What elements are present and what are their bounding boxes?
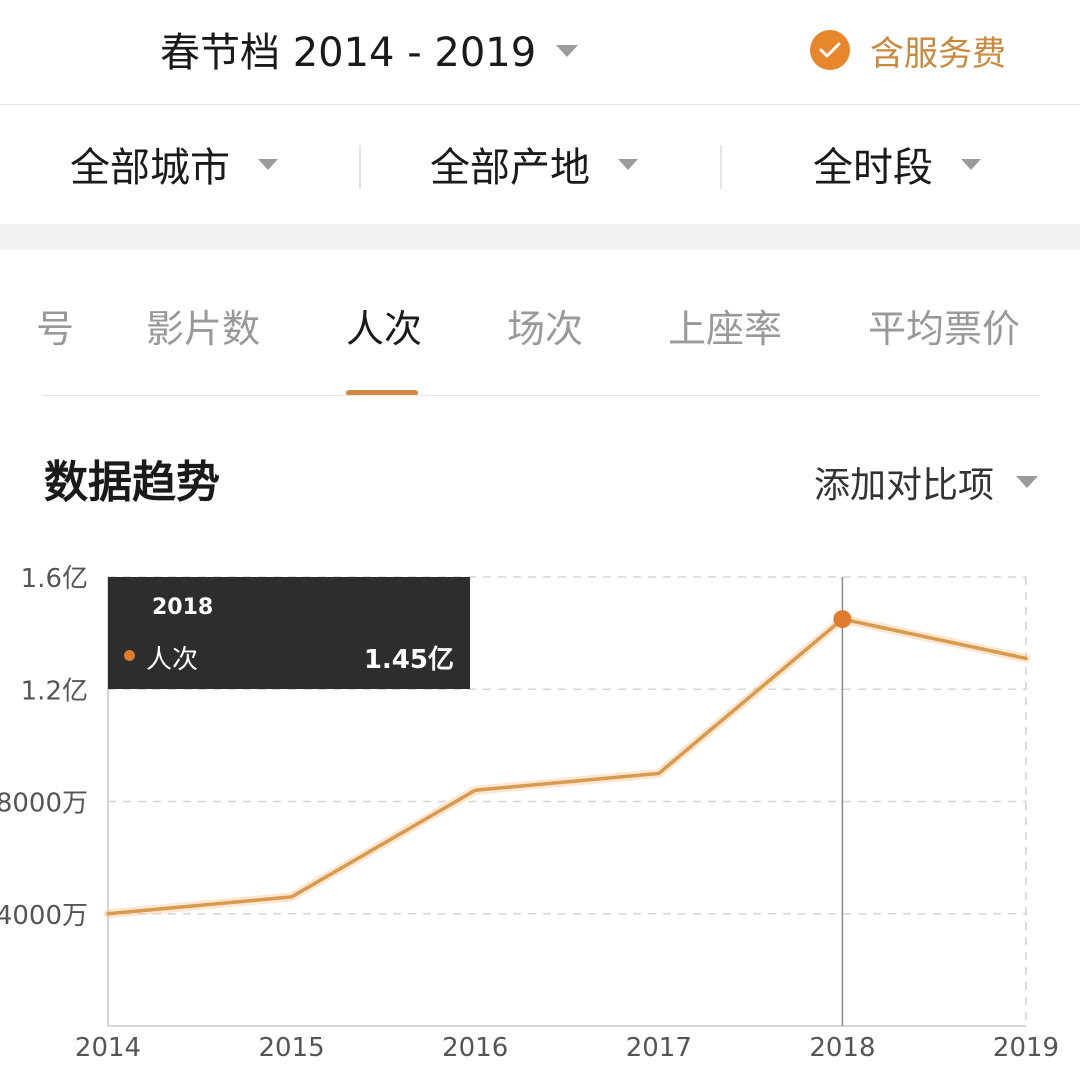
divider (720, 145, 722, 189)
city-filter-label: 全部城市 (70, 145, 230, 191)
tabs-divider (42, 395, 1040, 396)
chevron-down-icon (1016, 476, 1039, 488)
x-tick-label: 2017 (626, 1033, 692, 1063)
tab-admissions[interactable]: 人次 (346, 307, 423, 351)
tooltip-series-name: 人次 (146, 645, 199, 675)
highlighted-point (833, 610, 852, 629)
chart-tooltip: 2018 人次 1.45亿 (108, 577, 470, 689)
origin-filter-label: 全部产地 (430, 145, 590, 191)
section-title: 数据趋势 (44, 457, 220, 508)
section-gap (0, 224, 1080, 250)
time-filter-label: 全时段 (813, 145, 933, 191)
metric-tabs: 号 影片数 人次 场次 上座率 平均票价 (0, 250, 1080, 396)
tab-avg-price[interactable]: 平均票价 (868, 307, 1021, 351)
origin-filter[interactable]: 全部产地 (430, 135, 638, 193)
chevron-down-icon (618, 158, 638, 170)
service-fee-toggle[interactable]: 含服务费 (810, 30, 1006, 74)
period-selector[interactable]: 春节档 2014 - 2019 (160, 20, 579, 78)
check-circle-icon (810, 30, 850, 70)
series-dot (124, 650, 135, 661)
y-tick-label: 1.2亿 (21, 676, 88, 706)
active-tab-indicator (346, 390, 418, 396)
y-tick-label: 1.6亿 (21, 564, 88, 594)
header-bar: 春节档 2014 - 2019 含服务费 (0, 0, 1080, 105)
x-tick-label: 2016 (442, 1033, 508, 1063)
service-fee-label: 含服务费 (870, 33, 1006, 74)
y-tick-label: 8000万 (0, 789, 88, 819)
series-line (106, 617, 1028, 916)
filter-bar: 全部城市 全部产地 全时段 (0, 105, 1080, 223)
add-comparison-label: 添加对比项 (814, 465, 995, 506)
x-tick-label: 2015 (259, 1033, 325, 1063)
chevron-down-icon (961, 158, 981, 170)
tab-occupancy[interactable]: 上座率 (668, 307, 783, 351)
x-tick-label: 2018 (809, 1033, 875, 1063)
x-tick-label: 2019 (993, 1033, 1059, 1063)
add-comparison-button[interactable]: 添加对比项 (814, 456, 1039, 508)
tooltip-value: 1.45亿 (363, 645, 454, 675)
tab-screenings[interactable]: 场次 (507, 307, 584, 351)
tab-partial[interactable]: 号 (36, 307, 75, 351)
chevron-down-icon (556, 45, 579, 57)
period-title: 春节档 2014 - 2019 (160, 30, 537, 76)
x-tick-label: 2014 (75, 1033, 141, 1063)
tooltip-year: 2018 (152, 595, 214, 620)
city-filter[interactable]: 全部城市 (70, 135, 278, 193)
divider (359, 145, 361, 189)
tab-film-count[interactable]: 影片数 (146, 307, 261, 351)
time-filter[interactable]: 全时段 (813, 135, 981, 193)
y-tick-label: 4000万 (0, 901, 88, 931)
chevron-down-icon (258, 158, 278, 170)
